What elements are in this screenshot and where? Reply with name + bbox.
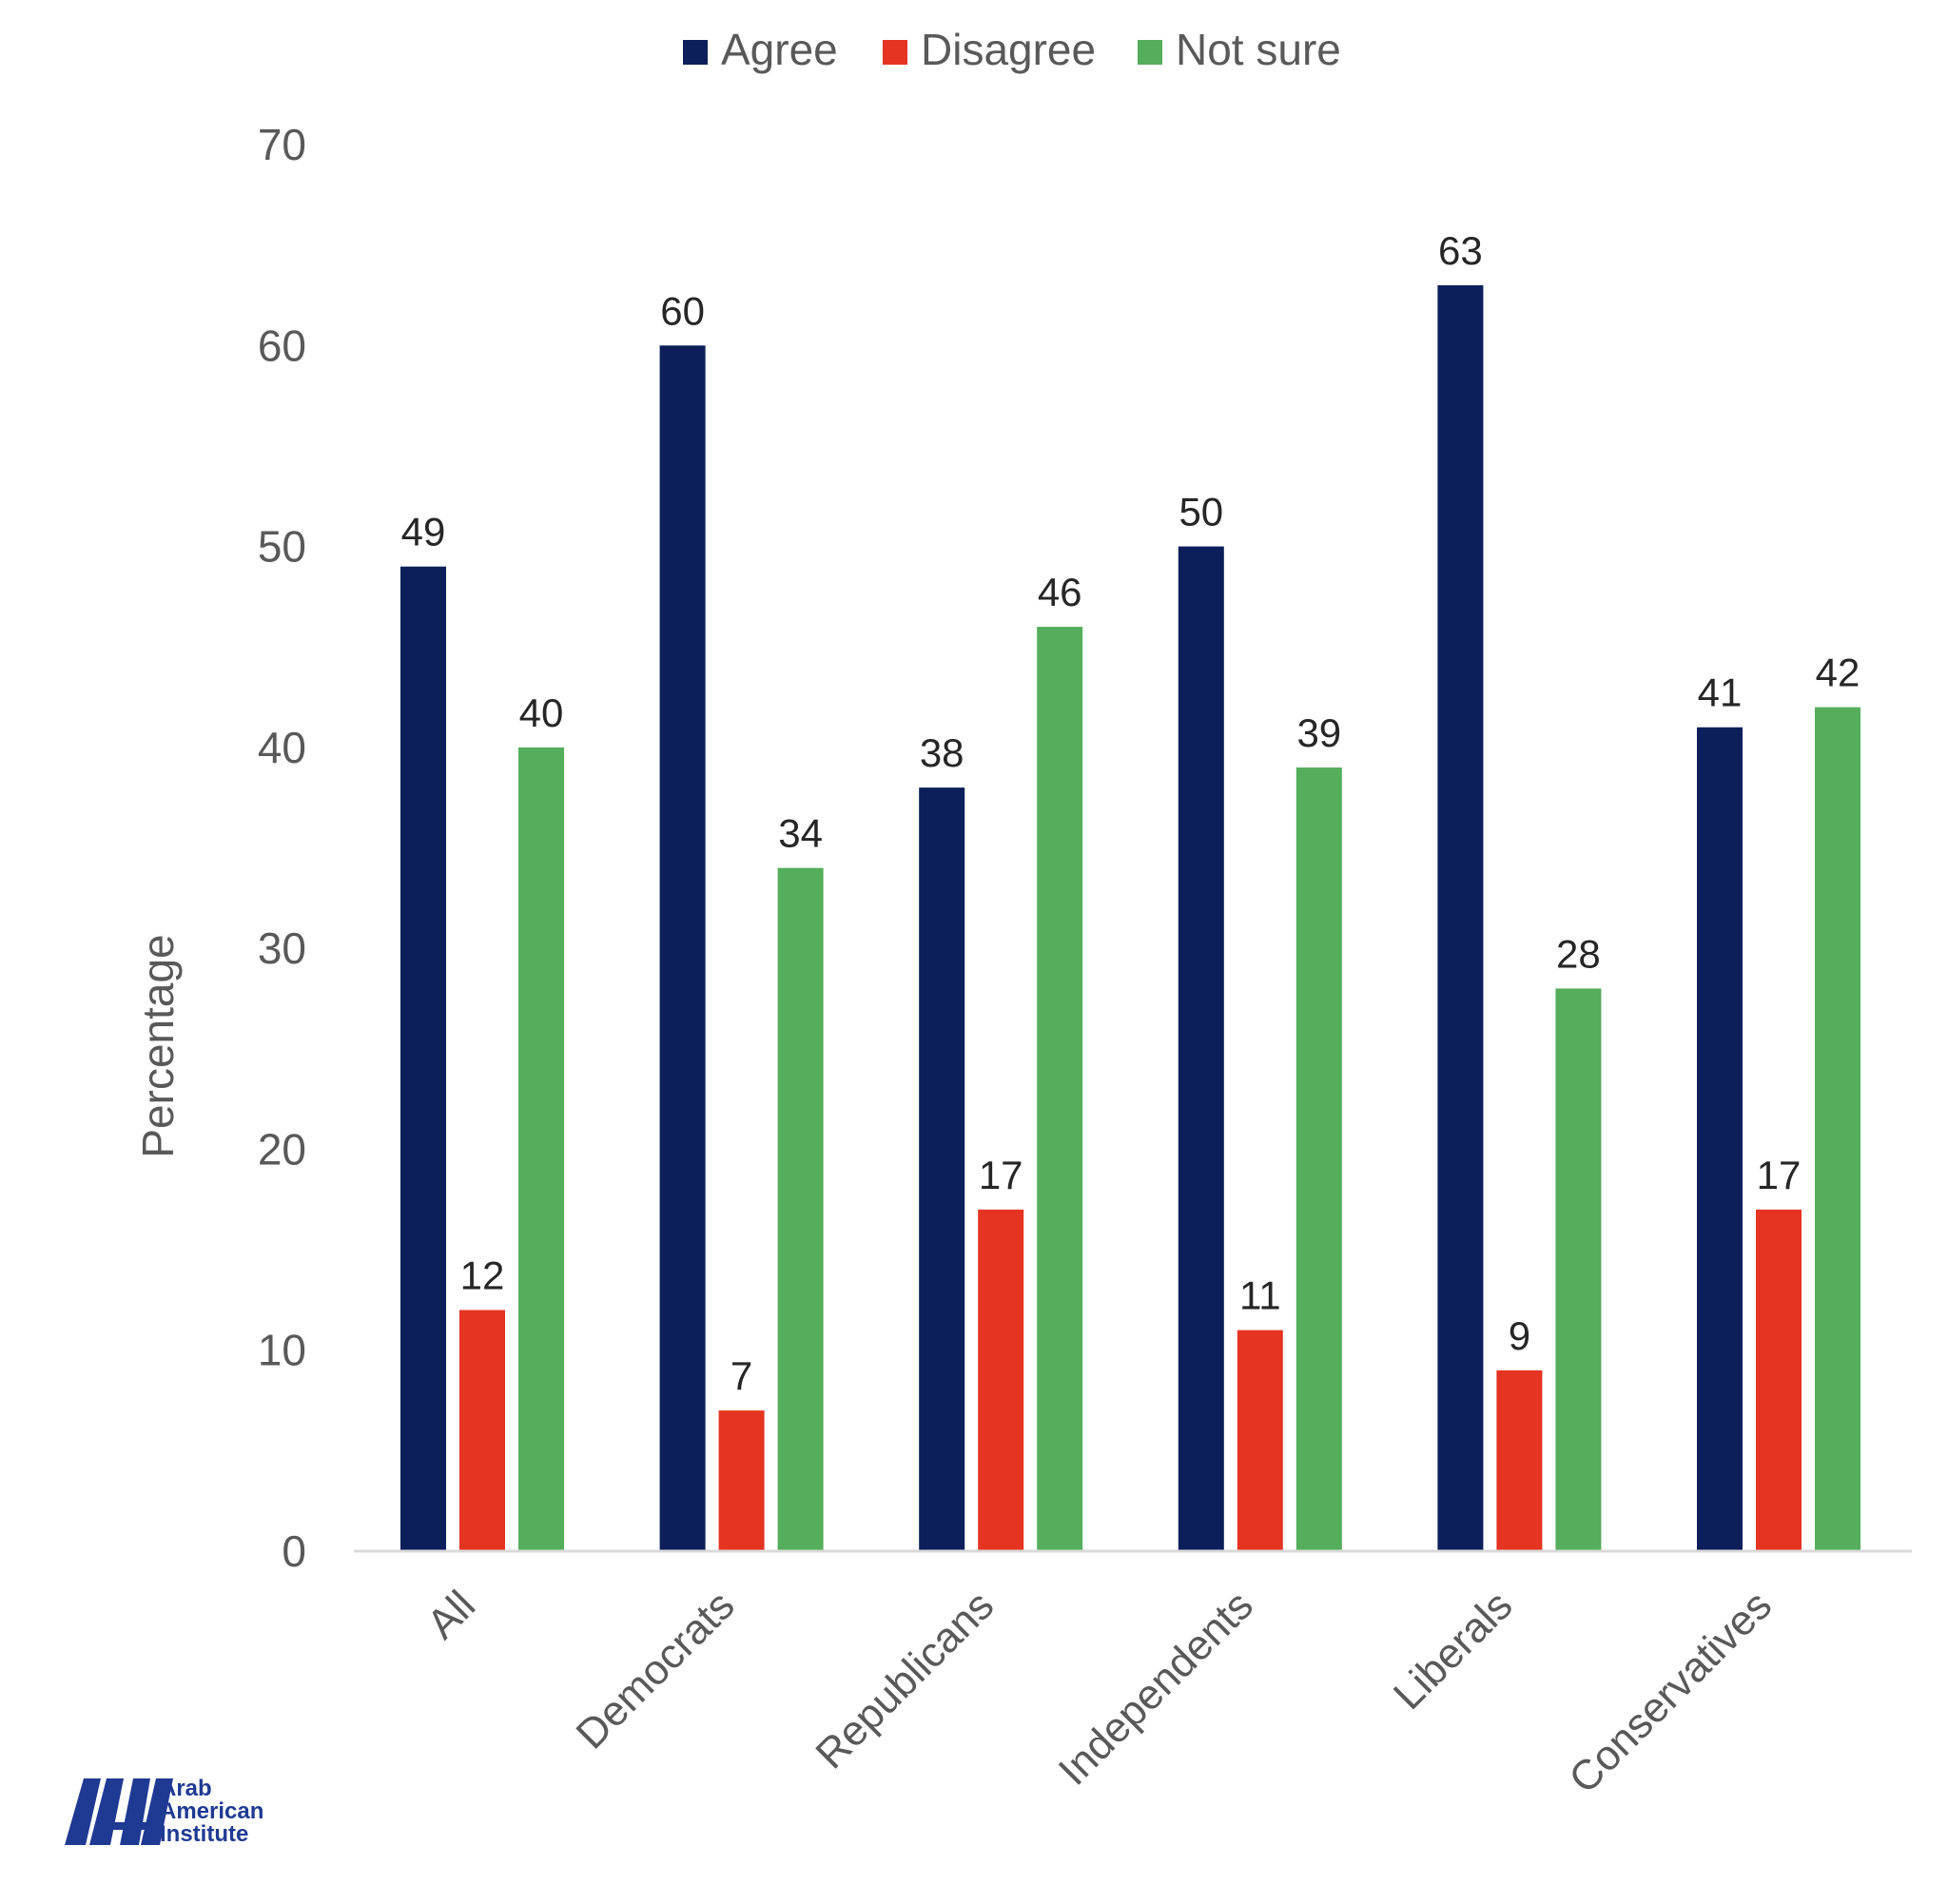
- y-tick-label-60: 60: [258, 321, 306, 370]
- bar-not-sure-all: [518, 747, 564, 1551]
- bar-agree-liberals: [1437, 284, 1484, 1551]
- data-label-agree-all: 49: [401, 510, 446, 554]
- data-label-disagree-democrats: 7: [730, 1353, 752, 1398]
- bar-not-sure-liberals: [1555, 988, 1602, 1551]
- data-label-not-sure-liberals: 28: [1556, 931, 1601, 976]
- legend-swatch-disagree: [883, 40, 907, 65]
- data-label-agree-democrats: 60: [660, 288, 705, 333]
- bar-disagree-republicans: [978, 1209, 1024, 1551]
- x-tick-label-liberals: Liberals: [1385, 1582, 1522, 1719]
- logo-text-line-american: American: [160, 1798, 263, 1824]
- bar-not-sure-democrats: [777, 867, 824, 1551]
- bars: [400, 284, 1860, 1552]
- data-label-not-sure-all: 40: [519, 690, 564, 735]
- bar-disagree-conservatives: [1756, 1209, 1802, 1551]
- y-tick-label-0: 0: [282, 1526, 306, 1576]
- data-label-disagree-independents: 11: [1239, 1273, 1281, 1318]
- data-label-not-sure-conservatives: 42: [1816, 651, 1860, 695]
- bar-agree-republicans: [919, 787, 965, 1551]
- legend-label-disagree: Disagree: [921, 25, 1096, 74]
- y-tick-label-70: 70: [258, 120, 306, 169]
- data-label-disagree-republicans: 17: [979, 1153, 1023, 1197]
- bar-not-sure-republicans: [1037, 627, 1083, 1551]
- bar-disagree-liberals: [1496, 1370, 1543, 1551]
- data-label-disagree-all: 12: [460, 1253, 505, 1297]
- data-label-not-sure-independents: 39: [1296, 710, 1341, 755]
- y-tick-label-40: 40: [258, 723, 306, 772]
- x-tick-label-republicans: Republicans: [807, 1582, 1003, 1778]
- y-tick-label-10: 10: [258, 1326, 306, 1375]
- logo-text-line-institute: Institute: [160, 1821, 248, 1847]
- bar-agree-all: [400, 566, 446, 1552]
- data-label-agree-independents: 50: [1179, 490, 1223, 534]
- y-tick-label-20: 20: [258, 1124, 306, 1174]
- legend-swatch-agree: [683, 40, 708, 65]
- data-label-not-sure-republicans: 46: [1038, 570, 1082, 614]
- bar-agree-conservatives: [1697, 727, 1743, 1551]
- legend-label-not-sure: Not sure: [1176, 25, 1341, 74]
- x-tick-label-all: All: [419, 1582, 484, 1647]
- bar-agree-independents: [1178, 546, 1224, 1551]
- logo-mark: [65, 1778, 173, 1845]
- data-label-agree-conservatives: 41: [1698, 670, 1743, 715]
- bar-disagree-democrats: [718, 1410, 765, 1551]
- y-axis-title: Percentage: [133, 934, 183, 1157]
- legend-swatch-not-sure: [1138, 40, 1162, 65]
- y-tick-label-50: 50: [258, 522, 306, 572]
- legend: Agree Disagree Not sure: [683, 25, 1341, 74]
- legend-label-agree: Agree: [721, 25, 838, 74]
- data-label-disagree-liberals: 9: [1509, 1313, 1530, 1358]
- bar-disagree-all: [459, 1310, 505, 1551]
- bar-not-sure-conservatives: [1815, 707, 1860, 1551]
- data-label-agree-republicans: 38: [920, 730, 964, 775]
- x-tick-label-independents: Independents: [1050, 1582, 1262, 1794]
- y-tick-label-30: 30: [258, 923, 306, 973]
- value-labels: 49 12 40 60 7 34 38 17 46 50 11 39 63 9 28 41 17 42: [401, 228, 1860, 1398]
- x-axis: All Democrats Republicans Independents Liber…: [419, 1582, 1781, 1802]
- y-axis: 0 10 20 30 40 50 60 70: [258, 120, 306, 1576]
- data-label-disagree-conservatives: 17: [1757, 1153, 1802, 1197]
- x-tick-label-conservatives: Conservatives: [1560, 1582, 1781, 1802]
- data-label-agree-liberals: 63: [1438, 228, 1483, 273]
- bar-agree-democrats: [659, 345, 706, 1552]
- bar-not-sure-independents: [1295, 767, 1342, 1551]
- x-tick-label-democrats: Democrats: [568, 1582, 744, 1758]
- bar-disagree-independents: [1237, 1330, 1283, 1551]
- data-label-not-sure-democrats: 34: [778, 811, 823, 856]
- logo-text-line-arab: Arab: [160, 1776, 212, 1801]
